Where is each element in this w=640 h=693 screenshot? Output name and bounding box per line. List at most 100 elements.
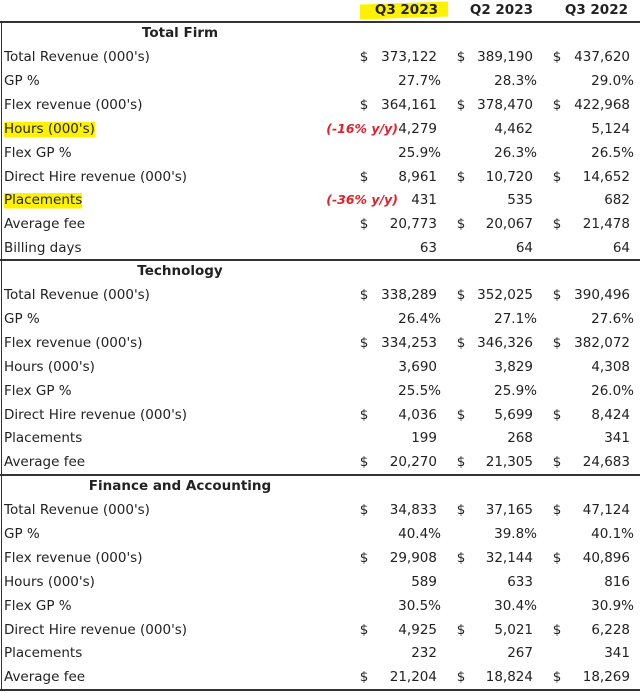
- table-row: Placements 232 267 341: [0, 641, 640, 665]
- cell-value: 390,496: [574, 287, 630, 303]
- dollar-sign: $: [359, 287, 369, 303]
- row-label: Total Revenue (000's): [4, 287, 150, 303]
- dollar-sign: $: [456, 454, 466, 471]
- cell-value: 437,620: [574, 49, 630, 65]
- dollar-sign: $: [359, 96, 369, 113]
- dollar-sign: $: [359, 334, 369, 351]
- cell-value: 28.3%: [494, 72, 537, 89]
- row-label: GP %: [4, 72, 40, 89]
- cell-value: 589: [411, 573, 437, 590]
- cell-value: 29.0%: [591, 72, 634, 89]
- cell-value: 10,720: [485, 168, 533, 185]
- cell-value: 32,144: [485, 549, 533, 566]
- row-label: Placements: [4, 188, 83, 213]
- dollar-sign: $: [552, 549, 562, 566]
- cell-value: 27.6%: [591, 310, 634, 327]
- row-label: Flex revenue (000's): [4, 334, 143, 351]
- dollar-sign: $: [552, 49, 562, 65]
- dollar-sign: $: [552, 621, 562, 638]
- table-row: Average fee $20,270 $21,305 $24,683: [0, 450, 640, 474]
- dollar-sign: $: [456, 669, 466, 686]
- cell-value: 3,829: [494, 358, 533, 375]
- table-row: Placements (-36% y/y) 431 535 682: [0, 188, 640, 213]
- row-label: Billing days: [4, 240, 82, 257]
- cell-value: 8,961: [398, 168, 437, 185]
- table-row: Average fee $21,204 $18,824 $18,269: [0, 665, 640, 689]
- cell-value: 21,305: [485, 454, 533, 471]
- table-row: GP % 26.4% 27.1% 27.6%: [0, 307, 640, 331]
- row-label: Total Revenue (000's): [4, 502, 150, 518]
- cell-value: 27.1%: [494, 310, 537, 327]
- cell-value: 3,690: [398, 358, 437, 375]
- section-divider: [0, 21, 640, 23]
- table-row: GP % 40.4% 39.8% 40.1%: [0, 522, 640, 546]
- cell-value: 633: [507, 573, 533, 590]
- cell-value: 30.5%: [398, 597, 441, 614]
- cell-value: 25.9%: [494, 382, 537, 399]
- table-row: Flex revenue (000's) $334,253 $346,326 $382…: [0, 331, 640, 355]
- table-row: Direct Hire revenue (000's) $8,961 $10,720…: [0, 165, 640, 189]
- cell-value: 39.8%: [494, 525, 537, 542]
- dollar-sign: $: [359, 216, 369, 233]
- table-row: Hours (000's) 3,690 3,829 4,308: [0, 355, 640, 379]
- dollar-sign: $: [552, 406, 562, 423]
- dollar-sign: $: [552, 669, 562, 686]
- cell-value: 8,424: [591, 406, 630, 423]
- cell-value: 21,478: [582, 216, 630, 233]
- cell-value: 25.5%: [398, 382, 441, 399]
- row-label: Flex revenue (000's): [4, 549, 143, 566]
- dollar-sign: $: [552, 168, 562, 185]
- dollar-sign: $: [552, 502, 562, 518]
- cell-value: 341: [604, 430, 630, 447]
- table-row: Total Revenue (000's) $338,289 $352,025 $39…: [0, 283, 640, 307]
- dollar-sign: $: [552, 454, 562, 471]
- table-row: Total Revenue (000's) $373,122 $389,190 $43…: [0, 45, 640, 69]
- cell-value: 64: [515, 240, 533, 257]
- dollar-sign: $: [456, 334, 466, 351]
- row-label: Placements: [4, 430, 83, 447]
- table-row: GP % 27.7% 28.3% 29.0%: [0, 69, 640, 93]
- section-left-border: [1, 475, 2, 691]
- dollar-sign: $: [552, 216, 562, 233]
- cell-value: 199: [411, 430, 437, 447]
- cell-value: 40.4%: [398, 525, 441, 542]
- dollar-sign: $: [456, 49, 466, 65]
- table-row: Hours (000's) (-16% y/y) 4,279 4,462 5,124: [0, 116, 640, 141]
- row-label: Placements: [4, 645, 83, 662]
- table-row: Average fee $20,773 $20,067 $21,478: [0, 212, 640, 236]
- dollar-sign: $: [456, 502, 466, 518]
- cell-value: 20,773: [389, 216, 437, 233]
- table-row: Direct Hire revenue (000's) $4,036 $5,699 $…: [0, 403, 640, 427]
- cell-value: 18,824: [485, 669, 533, 686]
- cell-value: 27.7%: [398, 72, 441, 89]
- row-label: Hours (000's): [4, 358, 95, 375]
- table-row: Flex GP % 30.5% 30.4% 30.9%: [0, 594, 640, 618]
- cell-value: 267: [507, 645, 533, 662]
- row-label: Hours (000's): [4, 573, 95, 590]
- cell-value: 373,122: [381, 49, 437, 65]
- dollar-sign: $: [359, 669, 369, 686]
- table-row: Flex revenue (000's) $364,161 $378,470 $422…: [0, 93, 640, 117]
- cell-value: 47,124: [582, 502, 630, 518]
- dollar-sign: $: [359, 502, 369, 518]
- row-label: Direct Hire revenue (000's): [4, 406, 188, 423]
- cell-value: 40.1%: [591, 525, 634, 542]
- table-row: Billing days 63 64 64: [0, 236, 640, 260]
- section-title: Finance and Accounting: [88, 478, 272, 494]
- cell-value: 682: [604, 192, 630, 209]
- cell-value: 26.3%: [494, 144, 537, 161]
- cell-value: 26.5%: [591, 144, 634, 161]
- column-header-row: Q3 2023 Q2 2023 Q3 2022: [0, 0, 640, 22]
- dollar-sign: $: [456, 406, 466, 423]
- table-row: Flex revenue (000's) $29,908 $32,144 $40,89…: [0, 546, 640, 570]
- table-row: Direct Hire revenue (000's) $4,925 $5,021 $…: [0, 618, 640, 642]
- section-left-border: [1, 22, 2, 262]
- cell-value: 334,253: [381, 334, 437, 351]
- cell-value: 5,699: [494, 406, 533, 423]
- dollar-sign: $: [456, 621, 466, 638]
- dollar-sign: $: [359, 49, 369, 65]
- column-header-q2-2023: Q2 2023: [469, 2, 533, 18]
- cell-value: 4,036: [398, 406, 437, 423]
- cell-value: 364,161: [381, 96, 437, 113]
- yoy-change-note: (-16% y/y): [326, 120, 398, 136]
